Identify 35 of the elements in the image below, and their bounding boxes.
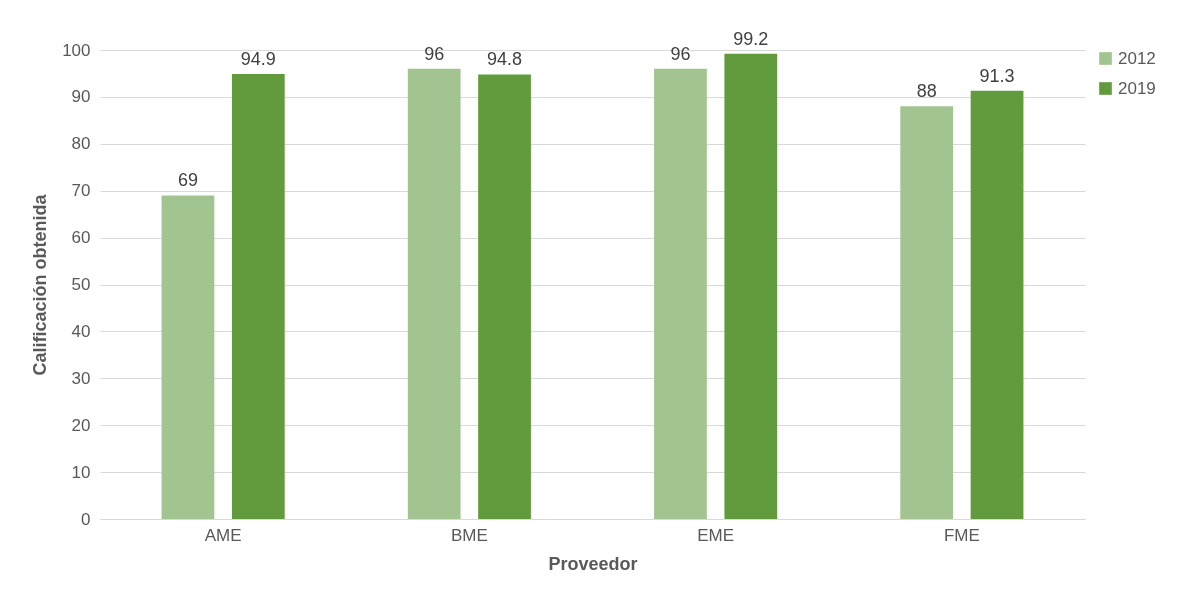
y-tick-label: 30 bbox=[71, 368, 91, 388]
data-label: 99.2 bbox=[733, 28, 769, 49]
bar bbox=[407, 68, 461, 519]
bar bbox=[970, 90, 1024, 519]
data-label: 94.8 bbox=[487, 49, 523, 70]
x-tick-label: FME bbox=[943, 525, 980, 545]
bar bbox=[231, 73, 285, 519]
y-tick-label: 100 bbox=[62, 40, 91, 60]
y-tick-label: 80 bbox=[71, 134, 91, 154]
bar bbox=[478, 74, 531, 519]
y-tick-label: 10 bbox=[71, 462, 91, 482]
data-label: 69 bbox=[177, 170, 198, 191]
y-axis-title: Calificación obtenida bbox=[30, 193, 51, 376]
y-tick-label: 40 bbox=[71, 321, 91, 341]
x-tick-label: BME bbox=[450, 525, 488, 545]
bar bbox=[161, 195, 215, 519]
bar bbox=[724, 53, 778, 519]
y-tick-label: 70 bbox=[71, 181, 91, 201]
data-label: 96 bbox=[670, 43, 691, 64]
x-tick-label: AME bbox=[204, 525, 242, 545]
y-tick-label: 50 bbox=[71, 275, 91, 294]
bar bbox=[900, 106, 954, 519]
legend-label: 2012 bbox=[1118, 48, 1156, 68]
x-axis-title: Proveedor bbox=[548, 553, 638, 574]
data-label: 94.9 bbox=[240, 48, 276, 69]
x-tick-label: EME bbox=[697, 525, 735, 545]
data-label: 88 bbox=[916, 81, 937, 102]
y-tick-label: 0 bbox=[81, 509, 91, 529]
data-label: 96 bbox=[424, 43, 445, 64]
y-tick-label: 90 bbox=[71, 87, 91, 107]
legend-label: 2019 bbox=[1118, 78, 1156, 98]
y-tick-label: 20 bbox=[71, 415, 91, 435]
y-tick-label: 60 bbox=[71, 228, 91, 248]
bar bbox=[654, 68, 707, 519]
data-label: 91.3 bbox=[979, 65, 1015, 86]
